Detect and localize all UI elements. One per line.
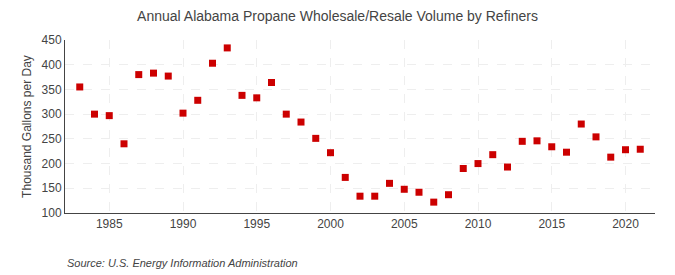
svg-text:2005: 2005 bbox=[391, 217, 418, 231]
svg-text:2020: 2020 bbox=[612, 217, 639, 231]
svg-text:1990: 1990 bbox=[170, 217, 197, 231]
svg-text:Source: U.S. Energy Informatio: Source: U.S. Energy Information Administ… bbox=[67, 257, 298, 269]
svg-text:1985: 1985 bbox=[96, 217, 123, 231]
svg-text:2010: 2010 bbox=[465, 217, 492, 231]
svg-text:2000: 2000 bbox=[317, 217, 344, 231]
svg-text:450: 450 bbox=[42, 33, 62, 47]
svg-text:150: 150 bbox=[42, 181, 62, 195]
svg-text:350: 350 bbox=[42, 83, 62, 97]
svg-text:2015: 2015 bbox=[538, 217, 565, 231]
svg-text:200: 200 bbox=[42, 157, 62, 171]
svg-text:300: 300 bbox=[42, 107, 62, 121]
svg-text:Annual Alabama Propane Wholesa: Annual Alabama Propane Wholesale/Resale … bbox=[137, 8, 538, 24]
svg-text:400: 400 bbox=[42, 58, 62, 72]
svg-text:100: 100 bbox=[42, 206, 62, 220]
svg-text:250: 250 bbox=[42, 132, 62, 146]
svg-text:1995: 1995 bbox=[243, 217, 270, 231]
svg-text:Thousand Gallons per Day: Thousand Gallons per Day bbox=[20, 55, 34, 198]
